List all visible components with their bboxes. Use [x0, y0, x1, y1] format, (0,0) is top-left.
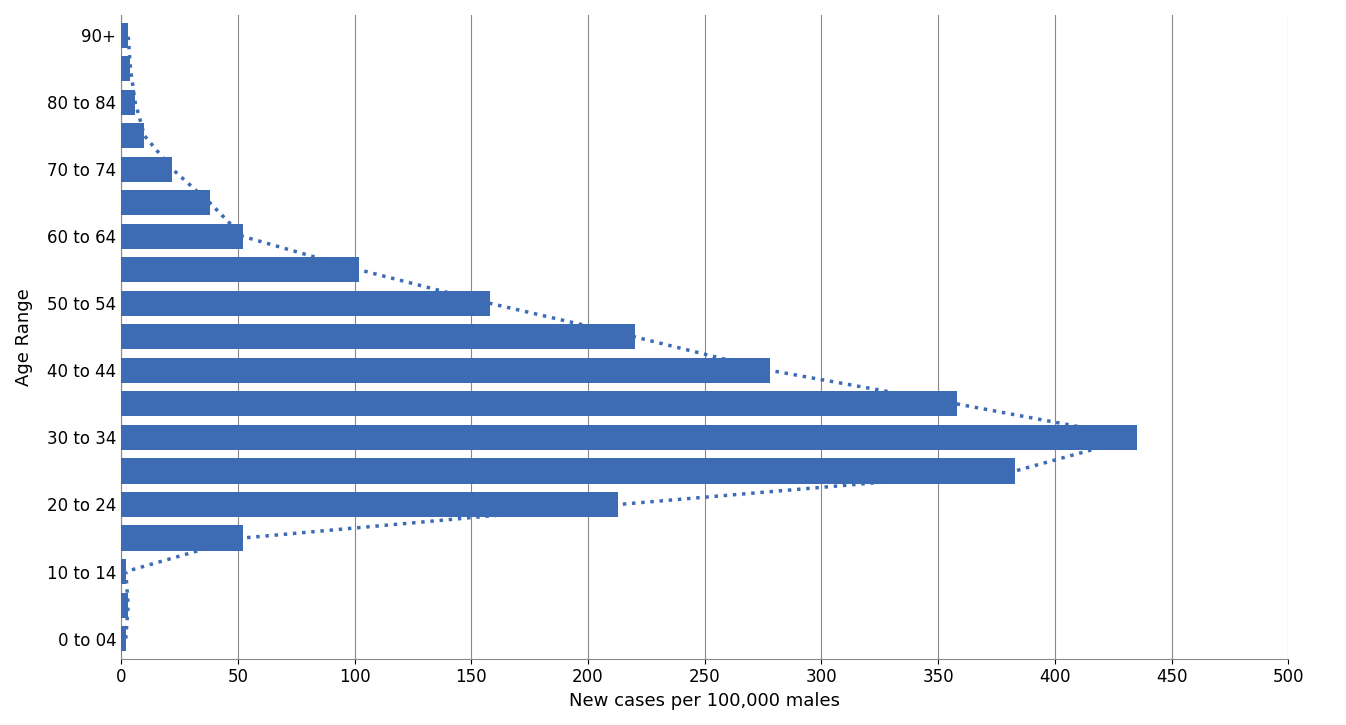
Bar	[121, 358, 770, 383]
X-axis label: New cases per 100,000 males: New cases per 100,000 males	[569, 692, 840, 710]
Bar	[121, 425, 1136, 450]
Bar	[121, 257, 359, 282]
Bar	[121, 392, 957, 416]
Bar	[121, 123, 144, 149]
Bar	[121, 458, 1015, 484]
Bar	[121, 90, 135, 115]
Bar	[121, 592, 128, 618]
Bar	[121, 626, 125, 651]
Bar	[121, 190, 210, 215]
Bar	[121, 492, 618, 517]
Bar	[121, 324, 635, 349]
Bar	[121, 56, 131, 81]
Bar	[121, 157, 172, 182]
Bar	[121, 22, 128, 48]
Bar	[121, 291, 490, 316]
Bar	[121, 224, 242, 249]
Bar	[121, 526, 242, 550]
Bar	[121, 559, 125, 584]
Y-axis label: Age Range: Age Range	[15, 288, 34, 386]
